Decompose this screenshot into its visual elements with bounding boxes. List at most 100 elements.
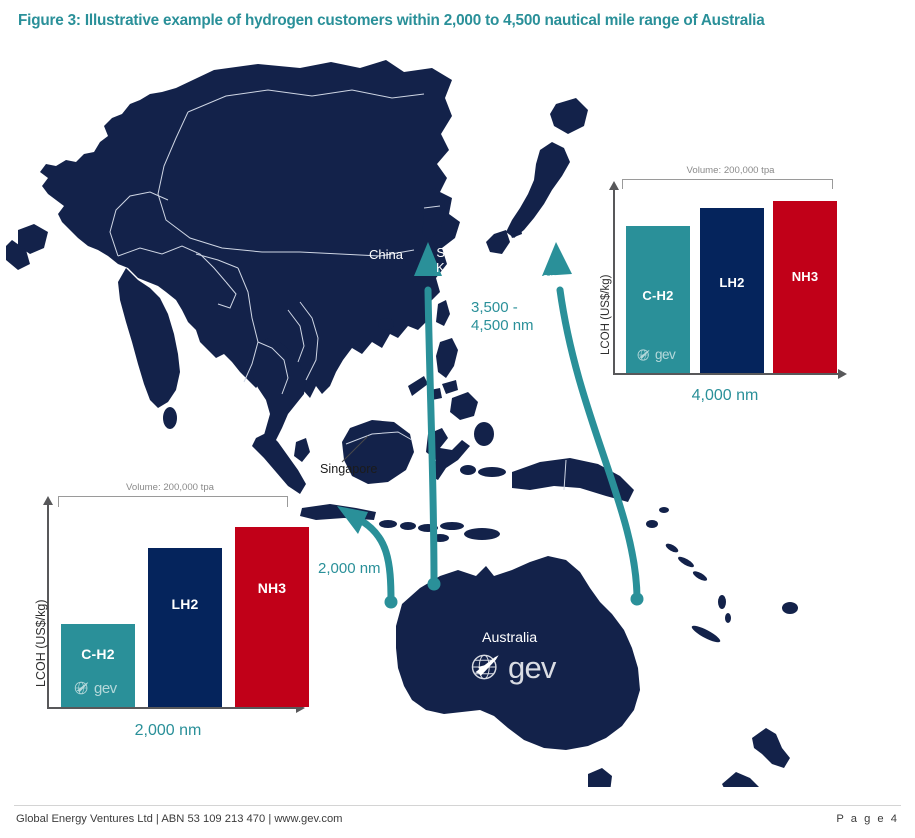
gev-wordmark: gev xyxy=(655,347,676,363)
chart-2000nm-bar-label-lh2: LH2 xyxy=(171,595,199,612)
asia-mainland xyxy=(40,60,460,398)
philippines-mindanao xyxy=(450,392,478,420)
chart-2000nm-bar-label-nh3: NH3 xyxy=(257,580,287,596)
chart-4000nm-y-axis xyxy=(613,190,615,375)
malay-tip xyxy=(294,438,310,462)
island-solomon-b xyxy=(692,571,708,581)
chart-4000nm-bar-label-lh2: LH2 xyxy=(719,274,745,290)
philippines-visayas-a xyxy=(442,380,458,394)
border-thai xyxy=(257,341,289,395)
route-arrowhead-singapore xyxy=(337,506,368,534)
distance-callout-korea-line1: 3,500 - xyxy=(471,299,518,316)
chart-2000nm-x-axis-label: 2,000 nm xyxy=(134,722,202,739)
new-zealand-north xyxy=(752,728,790,768)
chart-4000nm-bar-label-ch2: C-H2 xyxy=(642,288,674,303)
island-solomon-a xyxy=(678,556,694,568)
map-label-singapore: Singapore xyxy=(320,462,378,476)
gev-wordmark: gev xyxy=(508,649,556,685)
singapore-leader-line xyxy=(341,435,369,463)
chart-2000nm: Volume: 200,000 tpa LCOH (US$/kg) C-H2 g… xyxy=(18,482,310,750)
gev-wordmark: gev xyxy=(94,679,117,697)
border-india xyxy=(117,245,227,283)
country-borders xyxy=(109,89,567,491)
distance-callout-korea: 3,500 - 4,500 nm xyxy=(471,299,534,336)
island-fiji xyxy=(782,602,798,614)
route-arrow-origin-dots xyxy=(384,577,644,609)
chart-2000nm-x-axis-arrowhead xyxy=(296,703,305,713)
island-seram xyxy=(478,467,506,477)
distance-callout-korea-line2: 4,500 nm xyxy=(471,317,534,335)
island-lombok xyxy=(400,522,416,530)
island-buru xyxy=(460,465,476,475)
route-arrowhead-japan xyxy=(542,242,572,276)
chart-4000nm: Volume: 200,000 tpa LCOH (US$/kg) C-H2 g… xyxy=(585,165,860,420)
chart-4000nm-volume-bracket xyxy=(622,179,833,189)
chart-2000nm-bar-lh2: LH2 xyxy=(148,548,222,707)
figure-title: Figure 3: Illustrative example of hydrog… xyxy=(18,12,765,29)
chart-4000nm-bar-nh3: NH3 xyxy=(773,201,837,373)
chart-4000nm-x-axis-label: 4,000 nm xyxy=(691,387,759,404)
footer-page-number: P a g e 4 xyxy=(836,813,899,825)
new-zealand-south xyxy=(722,772,759,787)
new-guinea xyxy=(512,458,634,502)
border-png-split xyxy=(563,459,567,491)
route-arrow-japan-path xyxy=(556,286,641,603)
map-container: China South Korea Japan Singapore Austra… xyxy=(0,42,915,787)
indochina xyxy=(250,338,306,448)
chart-2000nm-bar-label-ch2: C-H2 xyxy=(81,645,115,662)
taiwan xyxy=(436,300,450,326)
border-borneo-split xyxy=(345,431,413,445)
philippines-luzon xyxy=(436,338,458,378)
map-label-japan: Japan xyxy=(521,270,557,285)
island-solomon-c xyxy=(665,543,679,553)
island-bali xyxy=(379,520,397,528)
arabia-tip xyxy=(18,224,48,254)
island-png-east xyxy=(646,520,658,528)
tasmania xyxy=(588,768,612,787)
chart-2000nm-volume-label: Volume: 200,000 tpa xyxy=(125,482,214,493)
borneo xyxy=(342,420,414,484)
chart-4000nm-volume-label: Volume: 200,000 tpa xyxy=(686,165,775,176)
island-misc-1 xyxy=(659,507,669,513)
island-new-caledonia xyxy=(691,625,721,643)
border-nepal xyxy=(195,253,239,269)
chart-4000nm-x-axis-arrowhead xyxy=(838,369,847,379)
border-vietnam xyxy=(299,301,319,381)
japan-honshu xyxy=(506,142,570,238)
chart-2000nm-gev-watermark: gev xyxy=(73,679,117,697)
world-map-svg xyxy=(6,60,798,787)
route-origin-dot-singapore xyxy=(384,595,398,609)
border-china-north xyxy=(187,89,425,113)
border-myanmar xyxy=(237,267,259,383)
landmasses xyxy=(6,60,798,787)
route-arrowhead-korea xyxy=(414,242,442,276)
hainan xyxy=(378,318,394,330)
route-origin-dot-korea xyxy=(427,577,441,591)
gev-globe-icon xyxy=(637,349,650,361)
route-arrow-singapore-path xyxy=(356,516,395,606)
india-peninsula xyxy=(118,268,180,408)
chart-4000nm-y-axis-label: LCOH (US$/kg) xyxy=(600,274,612,355)
chart-4000nm-bar-label-nh3: NH3 xyxy=(791,269,819,284)
chart-4000nm-y-axis-arrowhead xyxy=(609,181,619,190)
island-halmahera xyxy=(474,422,494,446)
route-arrow-korea-path xyxy=(424,286,438,588)
island-flores xyxy=(440,522,464,530)
chart-2000nm-volume-bracket xyxy=(58,496,288,507)
chart-2000nm-bar-ch2: C-H2 gev xyxy=(61,624,135,707)
distance-callout-singapore: 2,000 nm xyxy=(318,560,381,577)
chart-4000nm-gev-watermark: gev xyxy=(636,347,676,363)
border-china-west xyxy=(157,111,415,257)
chart-2000nm-x-axis xyxy=(47,707,297,709)
chart-2000nm-y-axis xyxy=(47,505,49,709)
chart-2000nm-bar-nh3: NH3 xyxy=(235,527,309,707)
map-label-china: China xyxy=(369,247,403,262)
gev-watermark-australia: gev xyxy=(468,649,556,685)
map-label-south-korea-line1: South xyxy=(436,245,471,260)
border-bangladesh xyxy=(217,281,237,309)
map-label-south-korea-line2: Korea xyxy=(436,259,471,275)
chart-2000nm-y-axis-arrowhead xyxy=(43,496,53,505)
gev-globe-icon xyxy=(74,681,89,695)
japan-hokkaido xyxy=(550,98,588,134)
